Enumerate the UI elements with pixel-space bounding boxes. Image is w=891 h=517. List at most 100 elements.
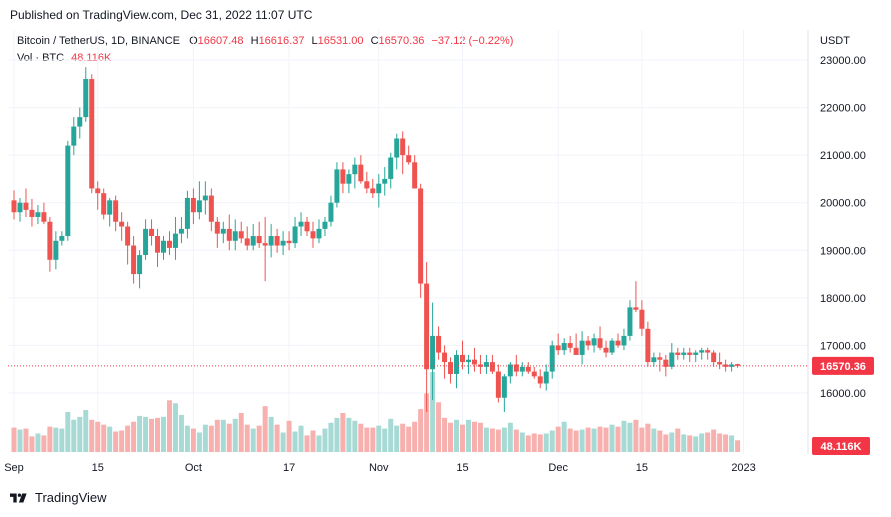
volume-bar: [107, 426, 113, 452]
x-tick-label: 15: [92, 462, 104, 474]
volume-bar: [567, 428, 573, 452]
volume-bar: [292, 431, 298, 452]
candle-body: [723, 364, 729, 367]
candle-body: [310, 231, 316, 239]
candle-body: [53, 240, 59, 260]
y-tick-label: 17000.00: [820, 340, 866, 352]
volume-bar: [537, 434, 543, 452]
candle-body: [113, 200, 119, 222]
candle-body: [107, 200, 113, 215]
candle-body: [543, 371, 549, 384]
volume-bar: [256, 425, 262, 452]
candle-body: [597, 338, 603, 348]
candle-body: [184, 197, 190, 229]
volume-bar: [53, 427, 59, 452]
volume-bar: [190, 428, 196, 452]
volume-bar: [418, 409, 424, 452]
symbol-label: Bitcoin / TetherUS, 1D, BINANCE: [17, 35, 181, 47]
volume-bar: [23, 428, 29, 452]
candle-body: [627, 307, 633, 336]
y-tick-label: 19000.00: [820, 245, 866, 257]
candle-body: [693, 352, 699, 355]
volume-bar: [238, 412, 244, 452]
y-tick-label: 23000.00: [820, 55, 866, 67]
candle-body: [172, 233, 178, 248]
candle-body: [495, 371, 501, 398]
candle-body: [101, 193, 107, 215]
candle-body: [280, 240, 286, 246]
volume-bar: [471, 421, 477, 452]
candle-body: [376, 183, 382, 194]
volume-bar: [304, 435, 310, 452]
open-label: O: [189, 35, 198, 47]
volume-bar: [137, 415, 143, 452]
volume-bar: [585, 427, 591, 452]
volume-bar: [711, 429, 717, 452]
candle-body: [161, 240, 166, 253]
volume-bar: [310, 430, 316, 452]
volume-bar: [693, 436, 699, 452]
volume-bar: [591, 428, 597, 452]
candle-body: [442, 352, 448, 363]
volume-bar: [280, 432, 286, 452]
candle-body: [669, 352, 675, 367]
volume-bar: [597, 426, 603, 452]
volume-bar: [400, 423, 406, 452]
candle-body: [11, 200, 17, 213]
candle-body: [41, 212, 47, 222]
volume-bar: [495, 429, 501, 452]
volume-bar: [663, 434, 669, 452]
candle-body: [675, 352, 681, 355]
published-note: Published on TradingView.com, Dec 31, 20…: [10, 8, 313, 22]
price-legend: Bitcoin / TetherUS, 1D, BINANCE O16607.4…: [17, 35, 513, 47]
candle-body: [388, 157, 394, 179]
footer-brand: TradingView: [35, 490, 107, 505]
candle-body: [71, 126, 77, 146]
volume-bar: [95, 421, 101, 452]
candle-body: [483, 362, 489, 367]
candle-body: [465, 359, 471, 363]
candle-body: [603, 347, 609, 353]
volume-bar: [47, 426, 53, 452]
volume-bar: [184, 425, 190, 452]
candle-body: [400, 138, 406, 156]
volume-bar: [657, 430, 663, 452]
volume-bar: [322, 428, 328, 452]
candle-body: [155, 236, 161, 253]
candle-body: [137, 255, 143, 275]
volume-bar: [555, 426, 561, 452]
candle-body: [226, 228, 232, 241]
candle-body: [531, 371, 537, 377]
volume-bar: [627, 422, 633, 452]
volume-bar: [334, 417, 340, 452]
volume-bar: [59, 428, 65, 452]
volume-bar: [669, 432, 675, 452]
candle-body: [711, 352, 717, 363]
candle-body: [717, 362, 723, 365]
volume-bar: [178, 414, 184, 452]
volume-bar: [531, 433, 537, 452]
volume-bar: [232, 418, 238, 452]
volume-label: Vol · BTC: [17, 52, 65, 64]
volume-bar: [621, 420, 627, 452]
candle-body: [448, 362, 454, 374]
x-tick-label: Dec: [548, 462, 568, 474]
candle-body: [501, 376, 507, 398]
volume-bar: [430, 372, 436, 452]
x-tick-label: 15: [456, 462, 468, 474]
volume-bar: [609, 424, 615, 452]
volume-legend: Vol · BTC 48.116K: [17, 52, 111, 64]
candle-body: [298, 221, 304, 227]
open-value: 16607.48: [197, 35, 244, 47]
volume-bar: [406, 426, 412, 452]
candle-body: [537, 376, 543, 384]
volume-bar: [274, 424, 280, 452]
candle-body: [651, 357, 657, 363]
x-tick-label: Nov: [369, 462, 389, 474]
volume-bar: [633, 419, 639, 452]
volume-bar: [579, 429, 585, 452]
volume-bar: [460, 424, 465, 452]
candle-body: [125, 226, 131, 246]
volume-bar: [244, 424, 250, 452]
